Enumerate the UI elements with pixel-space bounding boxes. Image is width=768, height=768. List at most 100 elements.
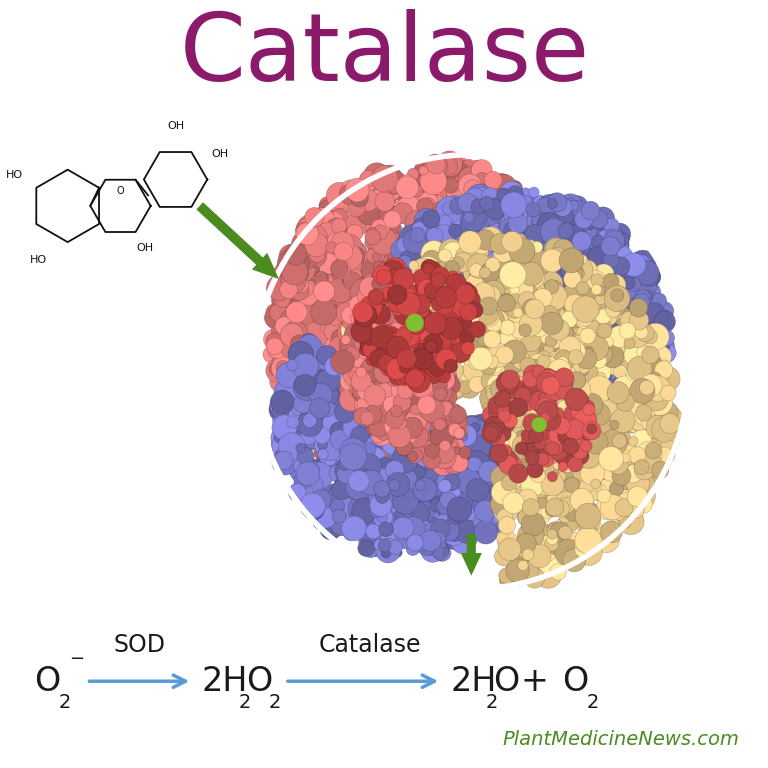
Circle shape: [511, 447, 523, 459]
Circle shape: [369, 402, 382, 415]
Circle shape: [492, 442, 508, 458]
Circle shape: [373, 283, 395, 303]
Circle shape: [507, 261, 528, 283]
Circle shape: [359, 525, 378, 544]
Circle shape: [582, 530, 605, 554]
Circle shape: [300, 400, 325, 425]
Circle shape: [424, 360, 443, 379]
Circle shape: [378, 354, 395, 372]
Circle shape: [364, 306, 376, 319]
Circle shape: [514, 406, 527, 419]
Circle shape: [508, 464, 528, 483]
Circle shape: [448, 511, 461, 524]
Circle shape: [482, 407, 498, 422]
Circle shape: [554, 418, 570, 435]
Circle shape: [477, 315, 488, 326]
Circle shape: [389, 194, 399, 204]
Circle shape: [578, 518, 593, 532]
Circle shape: [364, 385, 386, 406]
Circle shape: [486, 293, 504, 311]
Circle shape: [289, 282, 308, 302]
Circle shape: [357, 454, 382, 478]
Circle shape: [550, 324, 576, 350]
Circle shape: [406, 206, 416, 217]
Circle shape: [548, 193, 563, 208]
Circle shape: [357, 195, 372, 210]
Circle shape: [386, 289, 412, 316]
Circle shape: [509, 433, 528, 452]
Circle shape: [294, 375, 316, 396]
Circle shape: [527, 397, 546, 416]
Circle shape: [478, 182, 506, 209]
Circle shape: [568, 200, 578, 211]
Circle shape: [553, 243, 577, 266]
Circle shape: [296, 465, 310, 479]
Circle shape: [496, 427, 507, 437]
Circle shape: [339, 443, 366, 470]
Circle shape: [571, 447, 589, 465]
Circle shape: [340, 444, 356, 459]
Circle shape: [465, 306, 485, 326]
Circle shape: [501, 474, 525, 498]
Circle shape: [579, 315, 594, 329]
Circle shape: [281, 440, 290, 449]
Circle shape: [326, 396, 346, 416]
Circle shape: [290, 462, 310, 482]
Circle shape: [491, 327, 501, 336]
Circle shape: [399, 332, 409, 342]
Circle shape: [409, 303, 431, 326]
Circle shape: [397, 345, 409, 357]
Circle shape: [343, 447, 363, 467]
Circle shape: [406, 410, 426, 432]
Circle shape: [377, 524, 402, 548]
Circle shape: [402, 446, 425, 468]
Circle shape: [566, 418, 581, 433]
Circle shape: [382, 426, 393, 437]
Circle shape: [568, 200, 588, 219]
Circle shape: [595, 379, 615, 399]
Circle shape: [508, 411, 525, 428]
Circle shape: [475, 215, 493, 233]
Circle shape: [410, 520, 427, 537]
Circle shape: [465, 234, 483, 252]
Circle shape: [644, 291, 653, 300]
Circle shape: [390, 420, 409, 438]
Circle shape: [455, 246, 479, 270]
Circle shape: [346, 178, 369, 202]
Circle shape: [519, 329, 535, 345]
Circle shape: [392, 297, 413, 318]
Circle shape: [402, 243, 428, 268]
Circle shape: [490, 286, 515, 312]
Circle shape: [414, 400, 425, 411]
Circle shape: [378, 253, 388, 263]
Circle shape: [558, 277, 581, 300]
Circle shape: [346, 313, 366, 333]
Circle shape: [589, 483, 607, 501]
Circle shape: [487, 319, 502, 334]
Circle shape: [331, 259, 350, 279]
Circle shape: [350, 319, 371, 340]
Circle shape: [391, 505, 411, 525]
Circle shape: [296, 443, 306, 453]
Circle shape: [480, 297, 498, 315]
Circle shape: [359, 514, 377, 531]
Circle shape: [359, 173, 373, 187]
Circle shape: [509, 325, 536, 353]
Circle shape: [412, 326, 427, 341]
Circle shape: [348, 471, 369, 492]
Circle shape: [545, 328, 566, 348]
Circle shape: [319, 200, 338, 219]
Circle shape: [342, 272, 362, 291]
Circle shape: [537, 401, 554, 419]
Circle shape: [382, 288, 397, 303]
Circle shape: [481, 262, 500, 282]
Circle shape: [465, 228, 486, 249]
Circle shape: [586, 320, 600, 334]
Circle shape: [436, 240, 451, 254]
Circle shape: [640, 374, 662, 397]
Circle shape: [291, 300, 317, 326]
Circle shape: [416, 414, 431, 429]
Circle shape: [305, 349, 322, 366]
Circle shape: [493, 313, 503, 323]
Circle shape: [588, 303, 607, 322]
